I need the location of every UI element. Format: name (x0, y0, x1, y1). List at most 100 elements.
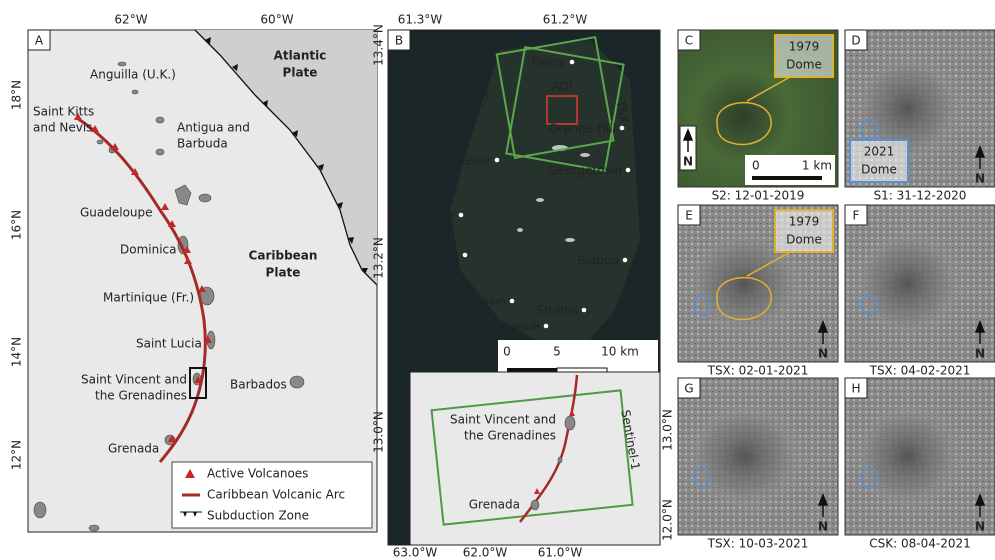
dome-2021 (860, 294, 878, 317)
town-dot (622, 257, 628, 263)
panel-label: G (684, 382, 693, 396)
subduction-zone (194, 29, 378, 286)
north-arrow (817, 319, 829, 344)
crater (860, 58, 965, 159)
town-label: Biabou (578, 254, 619, 268)
panel-label: F (853, 209, 860, 223)
north-arrow (817, 492, 829, 517)
place-label: Grenada (108, 442, 159, 456)
town-dot (494, 157, 500, 163)
inset-volcanoes (534, 410, 575, 494)
inset-place-label: the Grenadines (464, 429, 556, 443)
leader (746, 251, 791, 277)
lon-tick-label: 61.2°W (543, 13, 588, 27)
panel-label: C (685, 34, 693, 48)
town-dot (543, 323, 549, 329)
plate-label: Atlantic (274, 49, 327, 63)
town-label: Calliaque (484, 320, 540, 334)
place-label: and Nevis (33, 121, 92, 135)
footprint-label: CSK (475, 81, 493, 108)
crater (694, 406, 806, 507)
north-arrow (974, 492, 986, 517)
place-label: Barbados (230, 378, 287, 392)
panel-label: B (395, 34, 403, 48)
inset-place-label: Saint Vincent and (450, 413, 556, 427)
panel-label: D (851, 34, 860, 48)
crater (860, 233, 965, 334)
north-label: N (818, 347, 828, 361)
image-panels (677, 29, 995, 536)
panel-label-box (844, 29, 868, 51)
legend (171, 461, 373, 529)
north-arrow (974, 319, 986, 344)
inset-lat-tick: 12.0°N (661, 499, 675, 541)
plate-label: Caribbean (249, 249, 318, 263)
dome-2021 (860, 467, 878, 490)
plate-label: Plate (266, 266, 301, 280)
lat-tick-label: 13.0°N (372, 411, 386, 453)
scale-label: 0 (503, 345, 511, 359)
lat-tick-label: 18°N (10, 80, 24, 110)
town-dot (509, 298, 515, 304)
place-label: Martinique (Fr.) (103, 291, 194, 305)
caption: S1: 31-12-2020 (874, 189, 967, 203)
panel-label-box (844, 377, 868, 399)
volcanic-arc (76, 116, 207, 463)
islands (33, 61, 305, 532)
caption: TSX: 10-03-2021 (707, 537, 809, 551)
ocean-plate (195, 30, 377, 285)
dome-1979 (716, 102, 772, 146)
panel-label-box (387, 29, 411, 51)
footprint-label: TSX (613, 98, 631, 124)
aoi-box (546, 95, 578, 125)
panel-label-box (844, 204, 868, 226)
place-label: Saint Kitts (33, 105, 94, 119)
legend-label: Caribbean Volcanic Arc (207, 488, 345, 502)
place-label: Anguilla (U.K.) (90, 68, 176, 82)
volcanoes (74, 113, 212, 442)
inset-lat-tick: 13.0°N (661, 409, 675, 451)
panel-label-box (677, 377, 701, 399)
town-label: Orange Hill (549, 122, 616, 136)
caption: TSX: 04-02-2021 (869, 364, 971, 378)
inset-lon-tick: 62.0°W (463, 546, 508, 560)
town-label: Layou (423, 249, 459, 263)
caption: TSX: 02-01-2021 (707, 364, 809, 378)
town-label: Stubbs (537, 304, 578, 318)
place-label: Antigua and (177, 121, 250, 135)
leader (746, 76, 791, 102)
annotation: Dome (861, 163, 897, 177)
town-label: Georgetown (549, 164, 622, 178)
inset-place-label: Grenada (469, 498, 520, 512)
caption: S2: 12-01-2019 (712, 189, 805, 203)
lon-tick-label: 61.3°W (398, 13, 443, 27)
town-label: Barrouallie (390, 209, 455, 223)
annotation-box (849, 139, 909, 183)
dome-2021 (693, 467, 711, 490)
inset-frame (409, 371, 661, 546)
panel-label: A (35, 34, 44, 48)
dome-2021 (860, 119, 878, 142)
inset-lon-tick: 61.0°W (538, 546, 583, 560)
north-label: N (975, 172, 985, 186)
annotation: Dome (786, 58, 822, 72)
town-label: Kingstown (444, 295, 506, 309)
town-dot (625, 167, 631, 173)
tsx-footprint (505, 45, 625, 173)
csk-footprint (495, 35, 615, 160)
lat-tick-label: 13.4°N (372, 24, 386, 66)
town-label: Fancy (532, 56, 566, 70)
annotation: 1979 (789, 40, 820, 54)
dome-1979 (716, 277, 772, 321)
panel-label-box (677, 29, 701, 51)
lon-tick-label: 62°W (114, 13, 147, 27)
north-label: N (975, 347, 985, 361)
crater (860, 406, 965, 507)
lat-tick-label: 13.2°N (372, 237, 386, 279)
annotation-box (774, 34, 834, 78)
town-label: Chateaubelair (407, 154, 491, 168)
town-dot (458, 212, 464, 218)
north-arrow (974, 144, 986, 169)
annotation: 1979 (789, 215, 820, 229)
plate-label: Plate (283, 66, 318, 80)
